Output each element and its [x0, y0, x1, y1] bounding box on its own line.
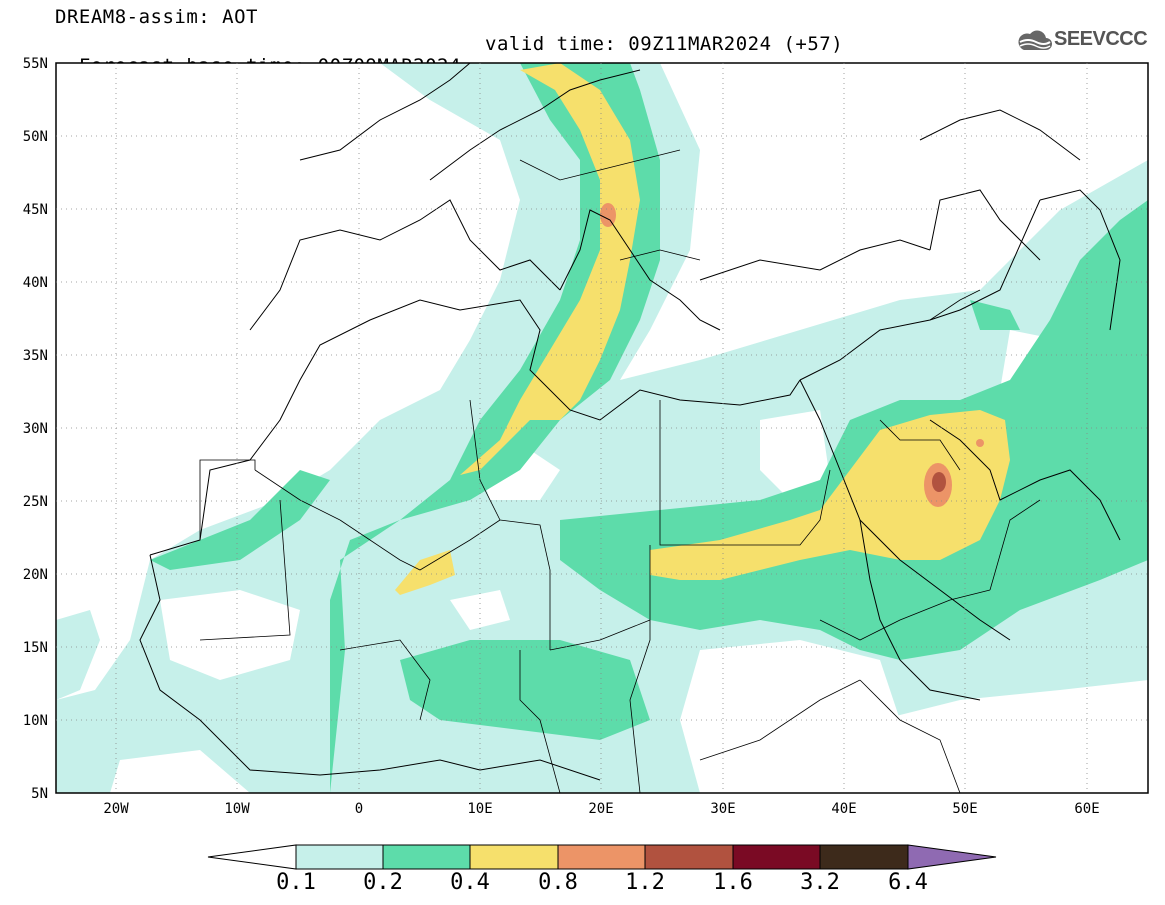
colorbar-under-arrow [207, 844, 297, 870]
lat-label: 10N [23, 713, 48, 729]
colorbar-over-arrow [907, 844, 997, 870]
lon-label: 40E [831, 801, 856, 817]
cloud-icon [1018, 30, 1052, 50]
lon-label: 20E [588, 801, 613, 817]
colorbar-swatch [469, 844, 559, 870]
lat-label: 55N [23, 56, 48, 72]
colorbar-label: 0.4 [450, 870, 490, 895]
colorbar-label: 3.2 [800, 870, 840, 895]
lon-label: 50E [952, 801, 977, 817]
coastlines [139, 63, 1121, 781]
colorbar-label: 0.8 [538, 870, 578, 895]
valid-time-text: valid time: 09Z11MAR2024 (+57) [485, 33, 844, 55]
lat-label: 50N [23, 129, 48, 145]
lat-label: 15N [23, 640, 48, 656]
lat-label: 5N [31, 786, 48, 802]
lat-label: 45N [23, 202, 48, 218]
colorbar-label: 1.6 [713, 870, 753, 895]
colorbar-label: 0.1 [276, 870, 316, 895]
country-borders [199, 149, 1041, 793]
lon-label: 0 [355, 801, 363, 817]
aot-clear-areas [110, 330, 1148, 793]
colorbar-swatch [732, 844, 821, 870]
aot-level-1.2 [932, 472, 946, 492]
graticule [56, 63, 1148, 793]
colorbar-swatch [295, 844, 384, 870]
colorbar-swatch [382, 844, 471, 870]
lon-label: 20W [103, 801, 129, 817]
lat-label: 35N [23, 348, 48, 364]
colorbar-label: 1.2 [625, 870, 665, 895]
lat-label: 25N [23, 494, 48, 510]
lon-label: 10E [467, 801, 492, 817]
colorbar-swatch [644, 844, 734, 870]
lat-label: 40N [23, 275, 48, 291]
colorbar [207, 844, 997, 870]
map-title: DREAM8-assim: AOT [55, 6, 258, 28]
lat-label: 20N [23, 567, 48, 583]
logo-text: SEEVCCC [1054, 28, 1148, 50]
colorbar-label: 0.2 [363, 870, 403, 895]
lat-axis: 55N 50N 45N 40N 35N 30N 25N 20N 15N 10N … [23, 56, 48, 802]
colorbar-swatch [819, 844, 909, 870]
aot-level-0.4 [395, 63, 1010, 595]
seevccc-logo: SEEVCCC [1016, 24, 1156, 56]
lon-label: 60E [1074, 801, 1099, 817]
colorbar-swatch [557, 844, 646, 870]
lon-label: 10W [224, 801, 250, 817]
lat-label: 30N [23, 421, 48, 437]
lon-label: 30E [710, 801, 735, 817]
colorbar-label: 6.4 [888, 870, 928, 895]
lon-axis: 20W 10W 0 10E 20E 30E 40E 50E 60E [103, 801, 1099, 817]
